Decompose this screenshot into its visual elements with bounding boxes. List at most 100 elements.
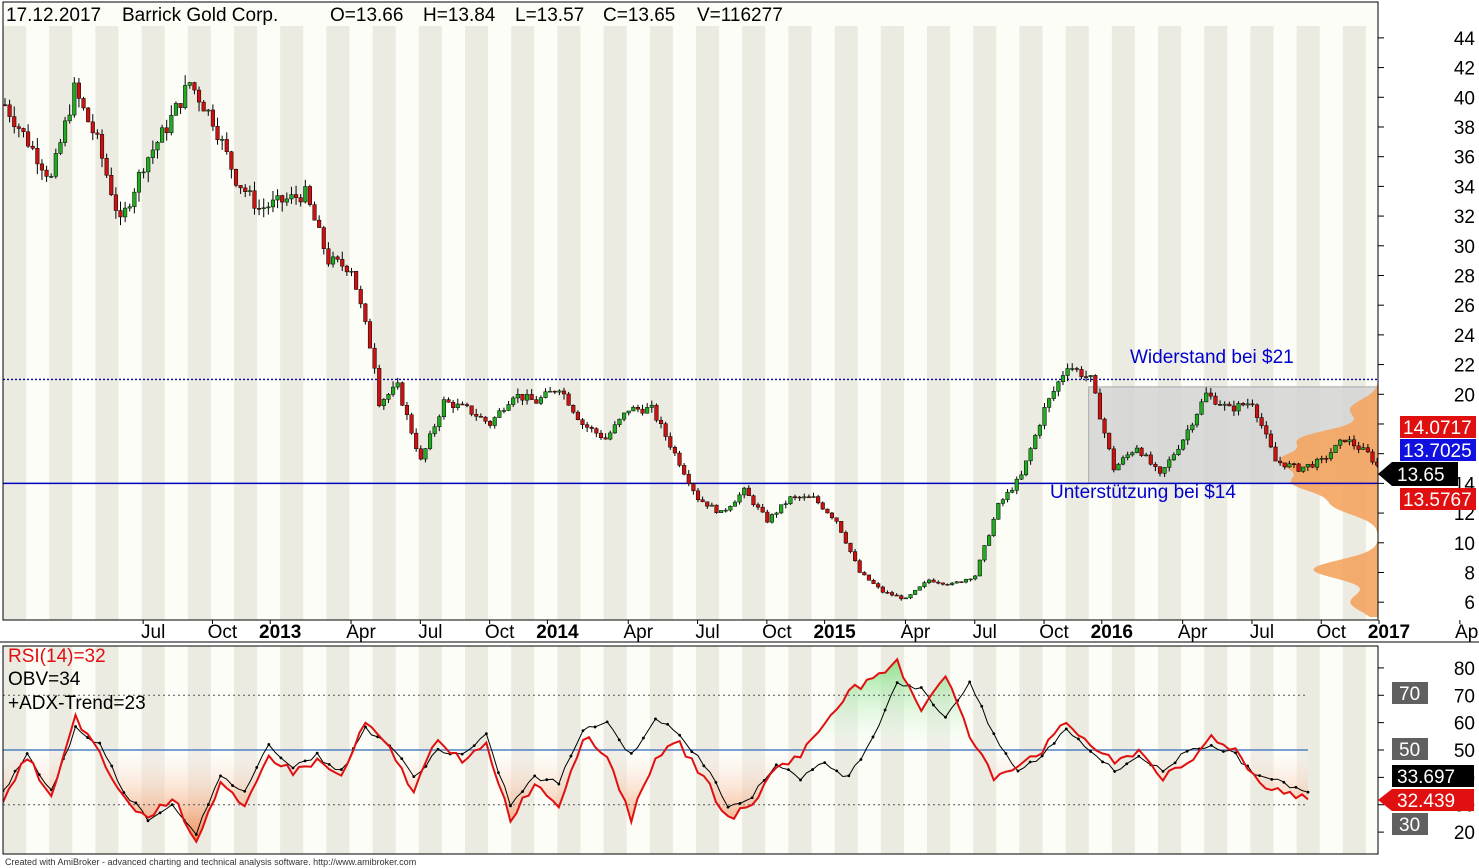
candle — [49, 173, 54, 179]
candle — [1120, 455, 1126, 466]
candle-body — [229, 151, 234, 170]
candle — [566, 391, 571, 406]
obv-point — [267, 743, 271, 746]
candle — [1347, 435, 1352, 446]
candle — [982, 545, 987, 563]
candle-body — [44, 169, 49, 177]
candle-body — [797, 496, 802, 499]
candle — [1365, 444, 1370, 453]
candle — [672, 445, 677, 457]
candle-body — [298, 197, 303, 203]
candle-body — [1365, 447, 1370, 453]
candle-body — [1005, 491, 1010, 500]
month-band — [1342, 26, 1366, 620]
candle-body — [3, 104, 8, 106]
candle-body — [1338, 439, 1343, 446]
candle-body — [571, 405, 576, 413]
candle — [344, 264, 349, 276]
candle — [1199, 398, 1204, 416]
candle — [834, 517, 839, 524]
candle-body — [192, 82, 197, 91]
candle-body — [608, 432, 613, 440]
obv-point — [980, 704, 984, 708]
candle-body — [1010, 490, 1015, 493]
candle — [63, 116, 68, 147]
candle-body — [284, 198, 289, 203]
obv-point — [364, 725, 367, 729]
candle-body — [266, 206, 271, 209]
candle — [280, 194, 285, 212]
candle — [1213, 392, 1218, 406]
candle-body — [220, 139, 225, 141]
candle-body — [806, 496, 811, 499]
candle — [1296, 462, 1301, 473]
indicator-lines — [3, 657, 1310, 844]
candle — [409, 412, 414, 435]
candle — [973, 575, 978, 581]
candle-body — [344, 265, 349, 273]
candle — [571, 404, 576, 414]
candle-body — [1227, 403, 1232, 407]
candle — [136, 169, 142, 202]
month-band — [1342, 646, 1366, 854]
candle-body — [464, 404, 470, 407]
candle-body — [903, 597, 908, 600]
candle-body — [1278, 460, 1283, 464]
month-band — [49, 26, 73, 620]
candle — [270, 191, 276, 213]
candle — [455, 398, 460, 411]
candle — [1370, 449, 1375, 465]
candle-body — [497, 410, 502, 418]
x-tick-label: Apr — [346, 622, 376, 643]
candle-body — [123, 207, 128, 218]
candle-body — [899, 595, 904, 600]
candle-body — [631, 406, 636, 412]
candle-body — [936, 581, 941, 584]
indicator-badge-50 — [1392, 738, 1428, 760]
candle-body — [598, 432, 604, 438]
candle-body — [437, 416, 442, 428]
main-panel-border — [2, 1, 1379, 621]
obv-point — [581, 729, 585, 733]
candle — [67, 104, 72, 124]
month-band — [3, 26, 27, 620]
candle-body — [1088, 375, 1093, 377]
candle — [53, 148, 58, 179]
candle-body — [783, 503, 788, 505]
candle — [1315, 457, 1320, 471]
candle-body — [1185, 429, 1190, 441]
obv-point — [1294, 785, 1298, 789]
candle-body — [751, 495, 756, 506]
candle — [1014, 476, 1019, 495]
candle-body — [977, 559, 982, 577]
candle-body — [474, 413, 479, 417]
candle — [257, 199, 262, 216]
candle — [196, 86, 202, 112]
candle — [183, 75, 188, 110]
obv-point — [1028, 760, 1032, 764]
candle — [543, 388, 548, 399]
month-band — [418, 26, 442, 620]
y-tick-label: 24 — [1454, 326, 1476, 347]
header-volume: V=116277 — [697, 5, 783, 26]
candle-body — [566, 393, 571, 406]
candle-body — [908, 594, 913, 599]
candle — [719, 510, 724, 513]
candle — [386, 392, 391, 404]
x-tick-label: Jul — [141, 622, 165, 643]
candle — [1116, 462, 1121, 471]
indicator-y-axis: 80706050403020 — [1378, 659, 1475, 844]
candle-body — [603, 437, 608, 440]
obv-point — [932, 703, 935, 707]
candle — [317, 215, 322, 228]
obv-point — [1089, 749, 1092, 753]
candle — [857, 559, 862, 573]
candle-body — [991, 518, 996, 536]
candle — [372, 343, 377, 374]
candle — [880, 585, 885, 594]
candle — [1264, 421, 1269, 439]
candle — [427, 430, 433, 451]
candle — [478, 413, 483, 418]
candle-body — [728, 506, 733, 511]
x-tick-label: Jul — [1250, 622, 1274, 643]
